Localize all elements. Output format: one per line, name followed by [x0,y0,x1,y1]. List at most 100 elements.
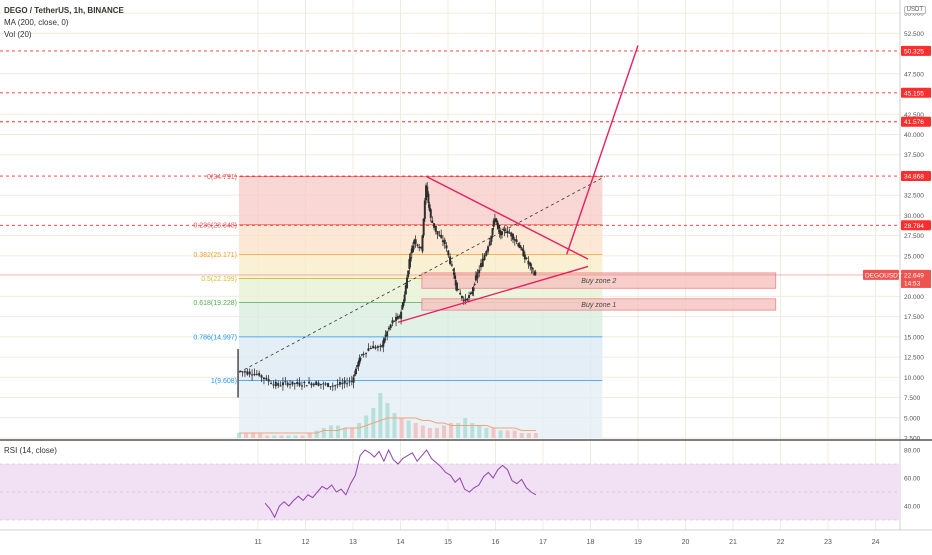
price-axis-tick-label: 15.000 [904,334,924,341]
volume-bar [420,425,425,438]
candle-body [488,241,491,246]
candle-body [472,287,475,292]
candle-body [384,334,387,337]
candle-body [423,200,426,219]
candle-body [293,383,296,385]
candle-body [286,382,289,386]
buy-zone-box [421,298,777,311]
candle-body [523,254,526,260]
candle-body [289,383,292,385]
candle-body [303,381,306,383]
candle-body [413,240,416,245]
volume-bar [470,423,475,438]
candle-body [284,381,287,383]
candle-body [274,381,277,387]
candle-body [468,295,471,298]
candle-body [376,346,379,348]
candle-body [334,385,337,387]
candle-body [513,239,516,241]
volume-bar [265,435,270,438]
symbol-title: DEGO / TetherUS, 1h, BINANCE [4,6,124,15]
time-axis-tick-label: 11 [254,539,261,546]
candle-body [406,277,409,289]
time-axis-tick-label: 24 [872,539,880,546]
volume-bar [519,433,524,438]
candle-body [462,300,465,302]
volume-bar [350,428,355,438]
price-level-badge-label: 34.868 [904,174,924,181]
candle-body [517,243,520,247]
volume-bar [491,428,496,438]
volume-bar [300,435,305,438]
time-axis-tick-label: 21 [729,539,737,546]
candle-body [343,380,346,384]
candle-body [422,218,425,236]
volume-bar [251,433,256,438]
price-level-badge [901,116,931,127]
candle-body [529,262,532,267]
candle-body [497,224,500,229]
candle-body [515,239,518,243]
volume-bar [484,428,489,438]
volume-bar [413,423,418,438]
volume-bar [314,430,319,438]
price-axis-tick-label: 40.000 [904,132,924,139]
candle-body [383,339,386,343]
candle-body [522,249,525,257]
volume-bar [526,433,531,438]
price-level-badge [901,220,931,231]
ma-indicator-label[interactable]: MA (200, close, 0) [4,18,69,27]
time-axis-tick-label: 13 [349,539,357,546]
candle-body [291,381,294,385]
price-axis-tick-label: 32.500 [904,193,924,200]
candle-body [265,377,268,380]
volume-bar [406,420,411,438]
volume-bar [237,433,241,438]
candle-body [443,239,446,245]
rsi-axis-tick-label: 80.00 [904,448,921,455]
candle-body [248,371,251,375]
volume-bar [533,433,538,438]
candle-body [374,346,377,349]
candle-body [407,270,410,277]
candle-body [434,225,437,232]
candle-body [348,381,351,383]
candle-body [431,220,434,223]
candle-body [408,259,411,269]
candle-body [483,255,486,261]
candle-body [410,248,413,254]
fib-level-label: 0.618(19.228) [193,300,237,307]
time-axis-tick-label: 18 [587,539,595,546]
volume-bar [357,423,362,438]
candle-body [427,193,430,203]
candle-body [449,256,452,264]
price-axis-tick-label: 47.500 [904,71,924,78]
candle-body [322,383,325,385]
candle-body [396,316,399,320]
volume-bar [456,423,461,438]
candle-body [369,347,372,350]
price-axis-tick-label: 5.000 [904,415,921,422]
candle-body [414,239,417,244]
volume-bar [463,418,468,438]
candle-body [438,235,441,237]
volume-indicator-label[interactable]: Vol (20) [4,30,32,39]
candle-body [506,230,509,234]
candle-body [367,348,370,351]
candle-body [404,285,407,295]
rsi-indicator-label[interactable]: RSI (14, close) [4,446,57,455]
candle-body [362,353,365,355]
symbol-badge-label: DEGOUSDT [865,272,902,279]
candle-body [336,384,339,386]
triangle-projection-line [566,45,639,255]
fib-zone-fill [239,224,603,255]
candle-body [530,267,533,269]
candle-body [481,258,484,267]
candle-body [433,223,436,228]
candle-body [372,345,375,349]
time-axis-tick-label: 14 [397,539,405,546]
candle-body [421,235,424,252]
candle-body [510,232,513,237]
